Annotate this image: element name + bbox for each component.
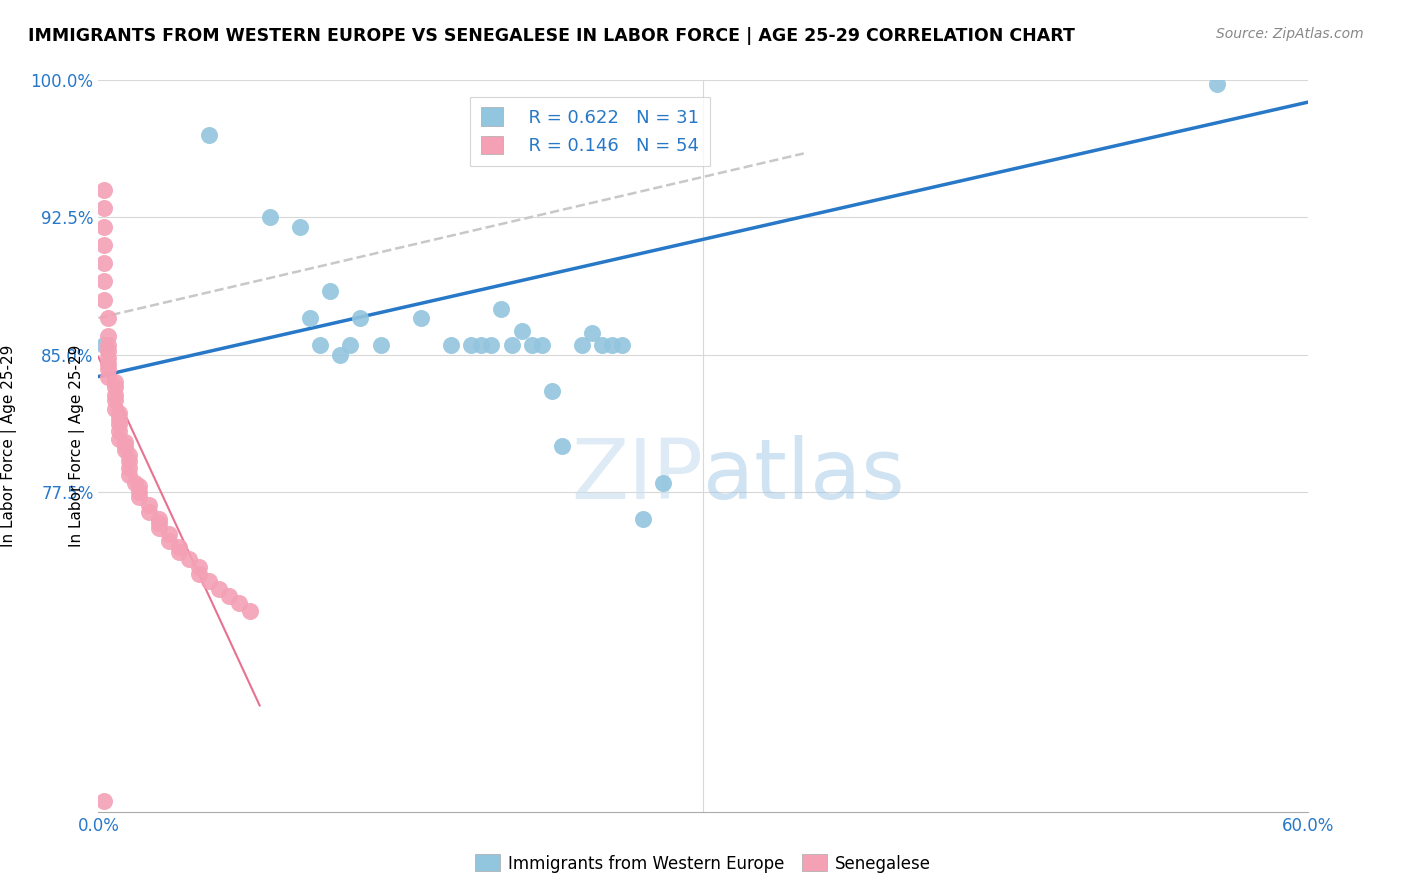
Point (188, 567, 211, 582)
Point (239, 604, 262, 618)
Point (501, 338, 523, 352)
Point (228, 596, 250, 610)
Point (460, 338, 482, 352)
Point (208, 582, 231, 596)
Point (591, 338, 613, 352)
Point (188, 559, 211, 574)
Point (167, 545, 190, 559)
Point (93, 256, 115, 270)
Point (97, 369, 120, 384)
Text: IMMIGRANTS FROM WESTERN EUROPE VS SENEGALESE IN LABOR FORCE | AGE 25-29 CORRELAT: IMMIGRANTS FROM WESTERN EUROPE VS SENEGA… (28, 27, 1076, 45)
Point (218, 589, 240, 603)
Point (93, 274, 115, 288)
Point (93, 338, 115, 352)
Point (103, 393, 125, 408)
Point (103, 388, 125, 402)
Point (114, 442, 136, 457)
Point (299, 311, 322, 326)
Point (491, 301, 513, 316)
Point (107, 406, 129, 420)
Point (551, 439, 574, 453)
Point (107, 411, 129, 425)
Point (97, 343, 120, 358)
Point (118, 461, 141, 475)
Point (97, 351, 120, 366)
Point (93, 293, 115, 307)
Point (530, 338, 553, 352)
Point (198, 574, 221, 589)
Point (97, 338, 120, 352)
Point (103, 380, 125, 394)
Point (97, 311, 120, 326)
Point (179, 552, 201, 566)
Point (319, 284, 342, 298)
Point (114, 439, 136, 453)
Point (148, 516, 170, 530)
Point (93, 201, 115, 215)
Point (148, 512, 170, 526)
Y-axis label: In Labor Force | Age 25-29: In Labor Force | Age 25-29 (69, 345, 84, 547)
Point (97, 357, 120, 371)
Point (103, 375, 125, 389)
Point (198, 128, 221, 142)
Point (107, 432, 129, 446)
Point (631, 512, 654, 526)
Point (93, 183, 115, 197)
Point (107, 425, 129, 439)
Point (288, 219, 311, 234)
Text: atlas: atlas (703, 434, 904, 516)
Y-axis label: In Labor Force | Age 25-29: In Labor Force | Age 25-29 (0, 345, 17, 547)
Point (571, 338, 593, 352)
Point (510, 324, 533, 338)
Point (118, 448, 141, 462)
Point (114, 435, 136, 450)
Point (148, 521, 170, 535)
Point (1206, 77, 1229, 91)
Text: ZIP: ZIP (571, 434, 703, 516)
Point (93, 237, 115, 252)
Point (581, 326, 603, 340)
Point (440, 338, 463, 352)
Point (651, 475, 673, 490)
Point (339, 338, 361, 352)
Point (470, 338, 492, 352)
Point (602, 338, 624, 352)
Point (309, 338, 332, 352)
Point (138, 505, 160, 519)
Point (138, 498, 160, 512)
Point (128, 490, 150, 504)
Point (93, 794, 115, 808)
Point (97, 329, 120, 343)
Point (370, 338, 392, 352)
Point (128, 479, 150, 493)
Point (107, 417, 129, 431)
Point (124, 475, 146, 490)
Point (259, 211, 281, 225)
Point (349, 311, 371, 326)
Legend:   R = 0.622   N = 31,   R = 0.146   N = 54: R = 0.622 N = 31, R = 0.146 N = 54 (470, 96, 710, 166)
Point (103, 402, 125, 417)
Point (409, 311, 432, 326)
Point (520, 338, 543, 352)
Point (93, 219, 115, 234)
Point (97, 362, 120, 376)
Point (157, 526, 180, 541)
Point (118, 453, 141, 467)
Legend: Immigrants from Western Europe, Senegalese: Immigrants from Western Europe, Senegale… (468, 847, 938, 880)
Point (612, 338, 634, 352)
Point (128, 484, 150, 499)
Point (540, 384, 562, 399)
Point (167, 540, 190, 554)
Point (481, 338, 503, 352)
Text: Source: ZipAtlas.com: Source: ZipAtlas.com (1216, 27, 1364, 41)
Point (157, 534, 180, 549)
Point (329, 347, 352, 362)
Point (118, 468, 141, 483)
